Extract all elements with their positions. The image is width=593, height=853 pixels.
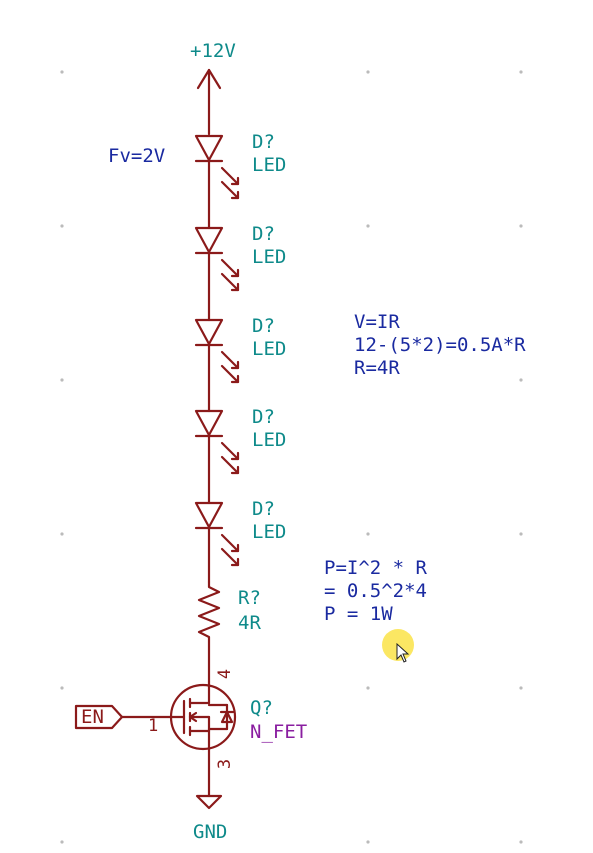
forward-voltage-note: Fv=2V	[108, 145, 166, 167]
transistor-value: N_FET	[250, 721, 308, 743]
led-ref: D?	[252, 223, 275, 245]
note-line: = 0.5^2*4	[324, 580, 427, 602]
nfet-symbol	[120, 680, 237, 798]
grid-dots	[60, 70, 523, 844]
led-symbol	[194, 409, 240, 505]
led-symbol	[194, 226, 240, 322]
en-label[interactable]: EN	[81, 706, 104, 728]
led-ref: D?	[252, 315, 275, 337]
led-symbol	[194, 318, 240, 413]
led-ref: D?	[252, 131, 275, 153]
note-line: 12-(5*2)=0.5A*R	[354, 334, 526, 356]
ground-symbol	[195, 794, 223, 810]
power-arrow-symbol	[196, 68, 222, 136]
note-line: R=4R	[354, 357, 400, 379]
gate-pin-number: 1	[148, 716, 159, 736]
led-value: LED	[252, 246, 287, 268]
led-value: LED	[252, 154, 287, 176]
led-value: LED	[252, 429, 287, 451]
transistor-ref: Q?	[250, 697, 273, 719]
power-label: +12V	[190, 40, 236, 62]
led-symbol	[194, 501, 240, 584]
drain-pin-number: 4	[215, 668, 236, 680]
led-ref: D?	[252, 498, 275, 520]
en-label-shape	[74, 704, 124, 730]
led-value: LED	[252, 338, 287, 360]
note-line: P=I^2 * R	[324, 557, 427, 579]
led-symbol	[194, 134, 240, 230]
led-value: LED	[252, 521, 287, 543]
ground-label: GND	[193, 821, 228, 843]
led-ref: D?	[252, 406, 275, 428]
note-line: V=IR	[354, 311, 400, 333]
note-line: P = 1W	[324, 603, 393, 625]
resistor-value: 4R	[238, 612, 261, 634]
resistor-ref: R?	[238, 587, 261, 609]
source-pin-number: 3	[215, 758, 236, 770]
resistor-symbol	[197, 580, 221, 684]
mouse-cursor-icon	[396, 643, 410, 663]
